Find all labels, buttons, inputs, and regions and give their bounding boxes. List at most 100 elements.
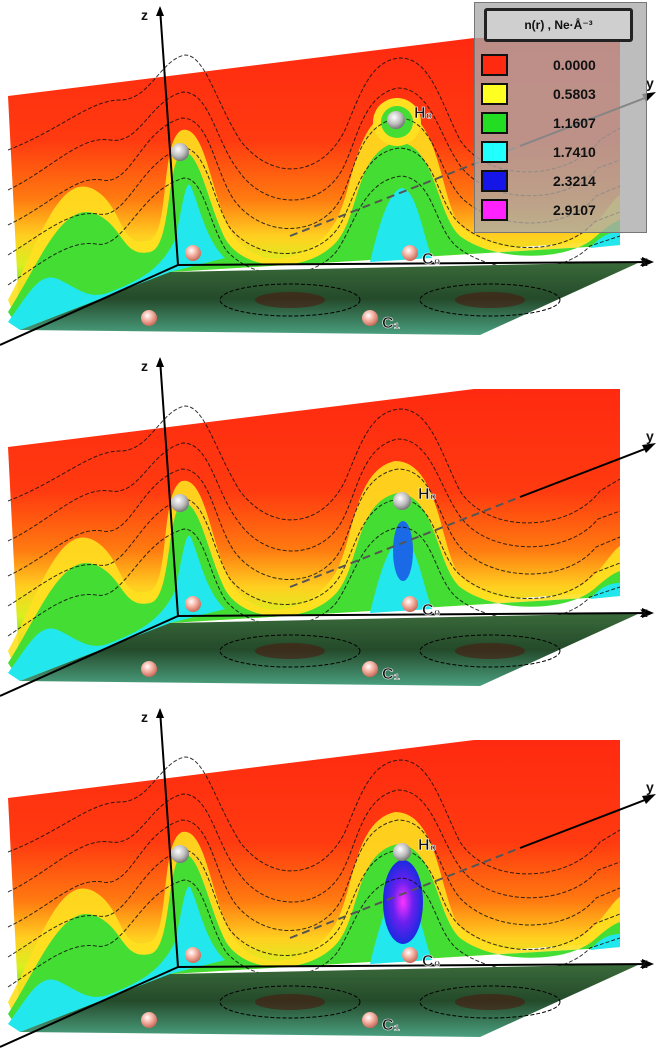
contour-line — [7, 849, 621, 958]
legend-value: 1.7410 — [553, 144, 596, 160]
floor-contour — [419, 985, 561, 1019]
floor-contour-core — [455, 643, 525, 659]
hydrogen-atom-h0 — [393, 492, 411, 510]
c0-label: C₀ — [422, 251, 441, 268]
legend-swatch — [481, 54, 508, 76]
legend-swatch — [481, 83, 508, 105]
hydrogen-atom-left — [171, 494, 189, 512]
contour-line — [7, 526, 621, 637]
h0-label: H₀ — [418, 837, 437, 854]
y-axis — [519, 797, 651, 849]
carbon-atom-left — [185, 947, 201, 963]
floor-contour-core — [255, 994, 325, 1010]
contour-line — [7, 405, 621, 524]
y-axis-hidden — [289, 496, 521, 588]
c0-label: C₀ — [422, 953, 441, 970]
floor-contour — [219, 985, 361, 1019]
contour-line — [7, 175, 621, 286]
legend-swatch — [481, 170, 508, 192]
legend-value: 0.0000 — [553, 57, 596, 73]
panel-3-svg: z y x H₀ C₀ C₁ — [0, 708, 656, 1048]
z-axis-label: z — [141, 358, 148, 374]
x-axis-label: x — [640, 955, 648, 971]
z-axis — [159, 709, 179, 968]
z-axis-label: z — [141, 7, 148, 23]
carbon-atom-floor-left — [141, 661, 157, 677]
density-core — [383, 860, 423, 944]
legend-row: 2.3214 — [481, 170, 641, 196]
legend-swatch — [481, 141, 508, 163]
c1-label: C₁ — [382, 315, 401, 332]
h0-label: H₀ — [418, 486, 437, 503]
x-axis-label: x — [640, 253, 648, 269]
legend-row: 0.0000 — [481, 54, 641, 80]
carbon-atom-c0 — [402, 596, 418, 612]
x-axis — [177, 963, 651, 968]
density-panel-3: z y x H₀ C₀ C₁ — [0, 702, 664, 1053]
legend-value: 2.9107 — [553, 202, 596, 218]
carbon-atom-left — [185, 245, 201, 261]
y-axis-arrow — [642, 443, 656, 453]
contour-line — [7, 147, 621, 256]
carbon-atom-left — [185, 596, 201, 612]
density-floor — [20, 964, 640, 1037]
h0-label: H₀ — [414, 105, 433, 122]
y-axis-hidden — [289, 145, 521, 237]
hydrogen-atom-h0 — [393, 843, 411, 861]
carbon-atom-c0 — [402, 245, 418, 261]
density-core — [393, 521, 413, 581]
density-floor — [20, 613, 640, 686]
panel-1-svg: z y x H₀ C₀ C₁ — [0, 6, 656, 346]
density-floor — [20, 262, 640, 335]
carbon-atom-c0 — [402, 947, 418, 963]
x-axis — [177, 261, 651, 266]
z-axis-arrow — [156, 6, 164, 16]
y-axis-arrow — [642, 794, 656, 804]
floor-contour-core — [255, 292, 325, 308]
floor-contour-core — [255, 643, 325, 659]
carbon-atom-c1 — [362, 310, 378, 326]
legend-swatch — [481, 112, 508, 134]
c1-label: C₁ — [382, 1017, 401, 1034]
legend-value: 0.5803 — [553, 86, 596, 102]
y-axis-label: y — [646, 75, 654, 91]
density-panel-2: z y x H₀ C₀ C₁ — [0, 351, 664, 702]
contour-line — [7, 54, 621, 173]
axis-front — [0, 264, 179, 346]
carbon-atom-c1 — [362, 661, 378, 677]
density-panel-1: z y x H₀ C₀ C₁ — [0, 0, 664, 351]
floor-contour — [219, 634, 361, 668]
x-axis — [177, 612, 651, 617]
x-axis-arrow — [642, 257, 654, 267]
legend-row: 0.5803 — [481, 83, 641, 109]
z-axis-label: z — [141, 709, 148, 725]
legend-value: 2.3214 — [553, 173, 596, 189]
contour-line — [7, 438, 621, 552]
floor-contour — [219, 283, 361, 317]
contour-line — [7, 468, 621, 580]
legend-row: 1.7410 — [481, 141, 641, 167]
x-axis-arrow — [642, 959, 654, 969]
legend-swatch — [481, 199, 508, 221]
floor-contour-core — [455, 994, 525, 1010]
y-axis-hidden — [289, 847, 521, 939]
z-axis — [159, 358, 179, 617]
x-axis-arrow — [642, 608, 654, 618]
contour-line — [7, 819, 621, 931]
hydrogen-atom-left — [171, 143, 189, 161]
legend-row: 1.1607 — [481, 112, 641, 138]
y-axis-label: y — [646, 779, 654, 795]
color-legend: n(r) , Ne·Å⁻³ 0.0000 0.5803 1.1607 1.741… — [474, 2, 647, 233]
contour-line — [7, 756, 621, 875]
carbon-atom-floor-left — [141, 310, 157, 326]
z-axis-arrow — [156, 357, 164, 367]
floor-contour — [419, 634, 561, 668]
carbon-atom-floor-left — [141, 1012, 157, 1028]
axis-front — [0, 615, 179, 697]
axis-front — [0, 966, 179, 1048]
panel-2-svg: z y x H₀ C₀ C₁ — [0, 357, 656, 697]
z-axis-arrow — [156, 708, 164, 718]
contour-line — [7, 789, 621, 903]
contour-line — [7, 87, 621, 201]
floor-contour-core — [455, 292, 525, 308]
